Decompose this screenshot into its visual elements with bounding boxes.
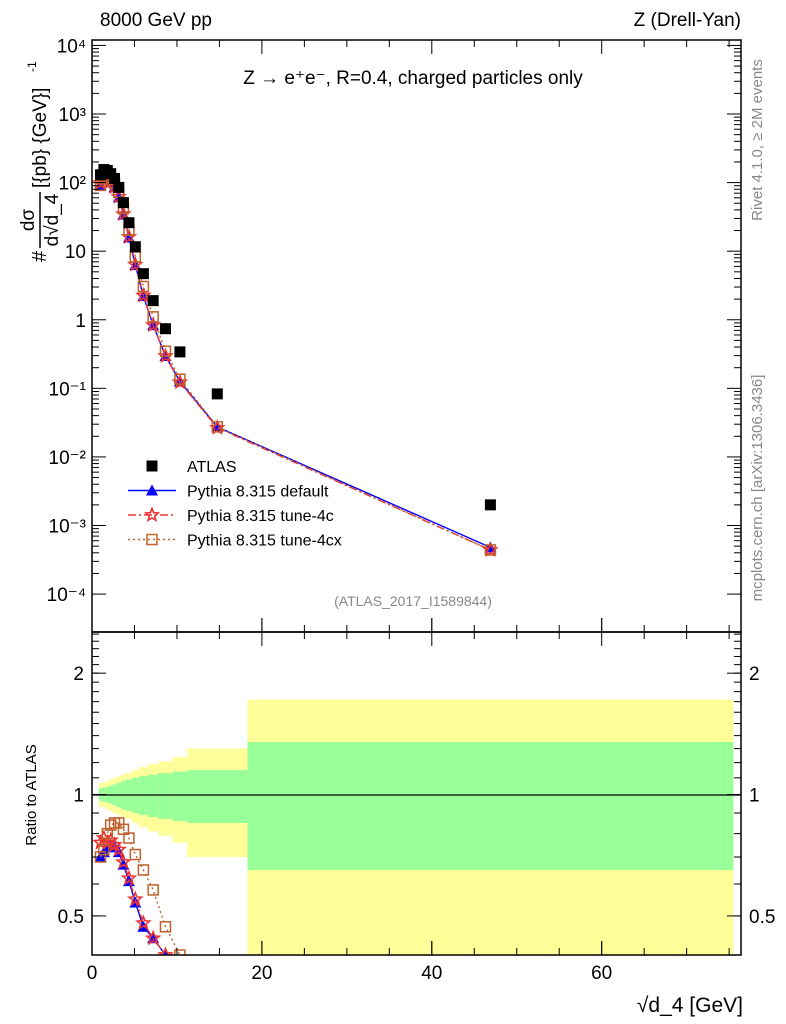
main-y-tick-label: 10⁻² xyxy=(49,448,87,469)
header-left: 8000 GeV pp xyxy=(100,10,212,31)
ratio-y-tick-label: 0.5 xyxy=(58,907,84,928)
atlas-data-point xyxy=(159,323,171,335)
legend-label: ATLAS xyxy=(187,459,237,476)
legend-marker-tune4cx-icon xyxy=(146,533,158,546)
atlas-data-point xyxy=(137,268,149,280)
tune4cx-ratio-point xyxy=(123,832,135,844)
tune4cx-ratio-point xyxy=(137,864,150,876)
tune4cx-main-point xyxy=(484,544,497,556)
analysis-id: (ATLAS_2017_I1589844) xyxy=(334,593,492,609)
main-plot-marks xyxy=(92,164,499,557)
atlas-data-point xyxy=(484,499,496,511)
atlas-data-point xyxy=(113,181,125,193)
x-tick-label: 60 xyxy=(591,963,612,984)
stat-uncertainty-band xyxy=(187,770,248,824)
x-tick-label: 20 xyxy=(251,963,272,984)
ratio-plot-marks xyxy=(92,817,223,1000)
x-tick-label: 40 xyxy=(421,963,442,984)
x-axis-label: √d_4 [GeV] xyxy=(637,994,743,1017)
legend-label: Pythia 8.315 tune-4c xyxy=(187,508,334,525)
side-rivet: Rivet 4.1.0, ≥ 2M events xyxy=(749,59,766,221)
legend-label: Pythia 8.315 tune-4cx xyxy=(187,533,342,550)
tune4cx-main-point xyxy=(211,421,224,433)
default-ratio-point xyxy=(211,983,223,994)
tune4cx-main-point xyxy=(137,280,150,293)
ylabel-exponent: -1 xyxy=(25,61,39,72)
tune4c-ratio-point xyxy=(110,841,128,857)
main-y-axis-label: # dσ d√d_4 [{pb} {GeV}] -1 xyxy=(18,61,63,262)
ratio-y-tick-label-right: 2 xyxy=(749,664,760,685)
tune4cx-ratio-point xyxy=(104,819,117,831)
tune4cx-main-point xyxy=(159,345,172,357)
legend-item-tune4c: Pythia 8.315 tune-4c xyxy=(128,506,334,525)
legend-marker-atlas-icon xyxy=(146,460,158,472)
tune4c-main-point xyxy=(144,316,162,333)
tune4cx-ratio-point xyxy=(147,884,159,896)
ratio-plot-frame xyxy=(91,631,742,956)
default-ratio-point xyxy=(174,963,186,974)
ylabel-prefix: # xyxy=(29,250,51,262)
tune4cx-main-point xyxy=(147,311,159,323)
ratio-y-tick-label-right: 0.5 xyxy=(749,907,775,928)
stat-uncertainty-band xyxy=(172,771,188,821)
atlas-data-point xyxy=(147,295,159,307)
tune4c-ratio-point xyxy=(157,946,174,955)
atlas-data-point xyxy=(109,172,121,184)
tune4cx-ratio-line xyxy=(99,822,181,955)
ylabel-denominator: d√d_4 xyxy=(42,193,63,246)
stat-uncertainty-band xyxy=(247,741,734,870)
tune4c-main-point xyxy=(135,286,152,303)
atlas-data-point xyxy=(211,388,223,400)
tune4c-ratio-point xyxy=(135,914,152,931)
tune4cx-ratio-point xyxy=(212,984,222,994)
legend-item-atlas: ATLAS xyxy=(146,459,237,476)
ylabel-numerator: dσ xyxy=(18,209,39,232)
stat-uncertainty-band xyxy=(158,773,173,819)
tune4cx-ratio-point xyxy=(159,921,172,933)
ratio-uncertainty-bands xyxy=(98,699,734,955)
ratio-y-axis-label: Ratio to ATLAS xyxy=(23,744,40,845)
main-y-tick-label: 10² xyxy=(59,174,86,195)
atlas-data-point xyxy=(129,241,141,253)
legend-item-tune4cx: Pythia 8.315 tune-4cx xyxy=(128,533,342,550)
side-mcplots: mcplots.cern.ch [arXiv:1306.3436] xyxy=(749,375,766,602)
tune4c-ratio-point xyxy=(126,890,144,907)
tune4c-ratio-point xyxy=(144,929,162,946)
main-y-tick-label: 10⁻⁴ xyxy=(47,585,86,606)
plot-title: Z → e⁺e⁻, R=0.4, charged particles only xyxy=(243,68,583,89)
atlas-data-point xyxy=(123,217,135,229)
tune4c-ratio-point xyxy=(120,869,138,886)
main-y-tick-label: 1 xyxy=(75,311,86,332)
ratio-y-tick-label: 2 xyxy=(73,664,84,685)
atlas-data-point xyxy=(174,346,186,358)
tune4c-ratio-point xyxy=(211,988,223,1000)
main-y-tick-label: 10⁴ xyxy=(57,36,86,57)
tune4c-ratio-point xyxy=(174,967,186,979)
legend-item-default: Pythia 8.315 default xyxy=(128,484,329,501)
main-y-tick-label: 10³ xyxy=(59,105,86,126)
atlas-data-point xyxy=(117,197,129,209)
x-tick-label: 0 xyxy=(87,963,98,984)
tune4cx-main-point xyxy=(174,373,186,385)
main-y-tick-label: 10 xyxy=(65,242,86,263)
tune4cx-ratio-point xyxy=(129,848,142,861)
stat-uncertainty-band xyxy=(138,776,149,815)
legend-label: Pythia 8.315 default xyxy=(187,484,329,501)
main-y-tick-label: 10⁻¹ xyxy=(49,379,87,400)
header-right: Z (Drell-Yan) xyxy=(634,10,741,31)
legend: ATLAS Pythia 8.315 default Pythia 8.315 tu… xyxy=(128,459,342,550)
main-y-tick-label: 10⁻³ xyxy=(49,517,87,538)
legend-marker-tune4c-icon xyxy=(143,506,161,523)
ylabel-unit: [{pb} {GeV}] xyxy=(30,88,51,188)
legend-marker-default-icon xyxy=(146,484,158,496)
stat-uncertainty-band xyxy=(148,774,159,817)
tune4cx-ratio-point xyxy=(101,827,114,840)
ratio-y-tick-label: 1 xyxy=(73,786,84,807)
tune4cx-ratio-point xyxy=(174,949,186,955)
tune4cx-ratio-point xyxy=(98,843,110,856)
ratio-y-tick-label-right: 1 xyxy=(749,786,760,807)
tune4c-ratio-point xyxy=(115,853,132,870)
